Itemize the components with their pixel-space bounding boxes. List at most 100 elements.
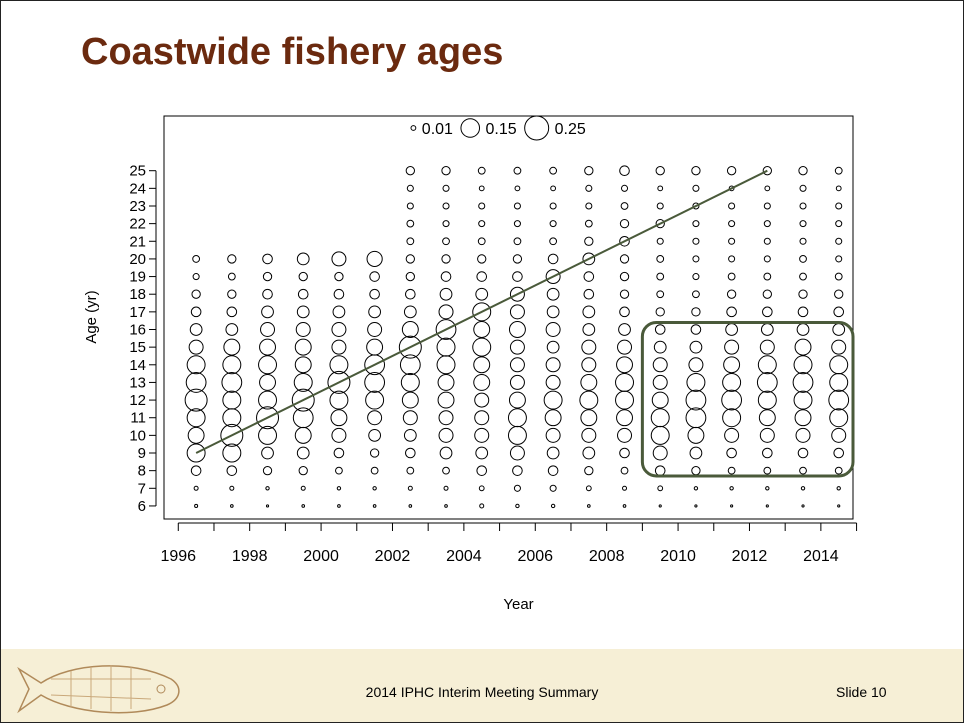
bubble xyxy=(549,166,558,175)
x-tick-label: 2004 xyxy=(446,548,482,565)
y-tick-label: 12 xyxy=(129,392,146,409)
bubble xyxy=(760,323,774,336)
bubble xyxy=(296,446,310,460)
bubble xyxy=(689,340,703,354)
bubble xyxy=(438,427,454,443)
bubble xyxy=(192,255,201,263)
bubble xyxy=(546,287,560,301)
bubble xyxy=(227,272,236,281)
bubble xyxy=(364,372,386,393)
bubble xyxy=(584,166,594,176)
bubble xyxy=(833,306,845,318)
bubble xyxy=(619,306,630,318)
plot-frame xyxy=(163,115,854,520)
bubble xyxy=(828,389,850,411)
cohort-line xyxy=(195,169,768,454)
bubble xyxy=(763,202,771,210)
bubble xyxy=(793,355,813,375)
bubble xyxy=(692,290,700,299)
y-tick-label: 22 xyxy=(129,216,146,233)
bubble xyxy=(756,372,778,393)
bubble xyxy=(584,465,594,476)
bubble xyxy=(473,356,491,374)
x-tick-label: 2014 xyxy=(803,548,839,565)
bubble xyxy=(294,338,312,356)
bubble xyxy=(398,335,422,359)
bubble xyxy=(829,408,849,428)
bubble xyxy=(334,271,344,282)
bubble xyxy=(793,390,813,410)
slide-number: Slide 10 xyxy=(836,684,887,700)
bubble xyxy=(655,166,665,176)
bubble xyxy=(762,447,773,459)
bubble xyxy=(329,390,349,410)
bubble xyxy=(368,305,382,319)
bubble xyxy=(585,485,592,492)
bubble xyxy=(658,504,662,508)
bubble xyxy=(261,305,274,319)
bubble xyxy=(724,339,740,355)
bubble xyxy=(546,305,560,319)
bubble xyxy=(513,484,521,492)
x-tick-label: 2006 xyxy=(517,548,553,565)
bubble xyxy=(439,446,453,460)
bubble xyxy=(403,305,417,319)
bubble xyxy=(258,425,278,445)
bubble xyxy=(544,409,562,427)
bubble xyxy=(650,408,670,428)
bubble xyxy=(655,307,665,317)
bubble xyxy=(476,271,488,282)
bubble xyxy=(549,220,557,228)
bubble xyxy=(402,410,418,426)
bubble xyxy=(258,355,278,375)
bubble xyxy=(333,447,345,459)
bubble xyxy=(262,288,273,300)
bubble xyxy=(723,356,741,374)
bubble xyxy=(545,322,561,337)
bubble xyxy=(582,446,596,460)
bubble xyxy=(656,202,664,210)
bubble xyxy=(509,339,525,355)
bubble xyxy=(472,337,492,357)
bubble xyxy=(580,409,598,427)
y-tick-label: 7 xyxy=(138,480,146,497)
y-tick-label: 18 xyxy=(129,286,146,303)
x-tick-label: 2012 xyxy=(732,548,768,565)
bubble xyxy=(692,255,700,263)
bubble xyxy=(656,290,665,299)
bubble xyxy=(619,447,630,459)
bubble xyxy=(442,220,450,228)
footer: 2014 IPHC Interim Meeting Summary Slide … xyxy=(1,649,963,722)
bubble xyxy=(582,252,596,266)
bubble xyxy=(408,504,413,508)
bubble xyxy=(260,322,276,337)
bubble xyxy=(331,322,347,337)
fish-logo xyxy=(17,665,180,714)
slide-title: Coastwide fishery ages xyxy=(81,31,504,73)
bubble xyxy=(835,202,843,210)
y-tick-label: 11 xyxy=(130,410,146,427)
bubble xyxy=(730,504,734,508)
bubble xyxy=(685,389,707,411)
bubble xyxy=(258,390,278,410)
bubble xyxy=(369,271,380,282)
legend-bubble xyxy=(524,115,550,141)
bubble xyxy=(189,323,203,336)
bubble xyxy=(407,485,413,491)
bubble xyxy=(763,255,771,263)
x-tick-label: 1998 xyxy=(232,548,268,565)
bubble xyxy=(582,305,596,319)
bubble xyxy=(549,484,557,492)
bubble xyxy=(368,428,382,442)
y-tick-label: 14 xyxy=(129,357,146,374)
bubble xyxy=(762,306,773,318)
bubble xyxy=(329,355,349,375)
bubble xyxy=(222,355,242,375)
bubble xyxy=(226,306,238,318)
footer-text: 2014 IPHC Interim Meeting Summary xyxy=(365,684,599,700)
bubble xyxy=(442,466,450,475)
bubble xyxy=(801,504,805,508)
bubble xyxy=(507,425,527,445)
bubble xyxy=(799,255,807,263)
bubble xyxy=(763,466,772,475)
